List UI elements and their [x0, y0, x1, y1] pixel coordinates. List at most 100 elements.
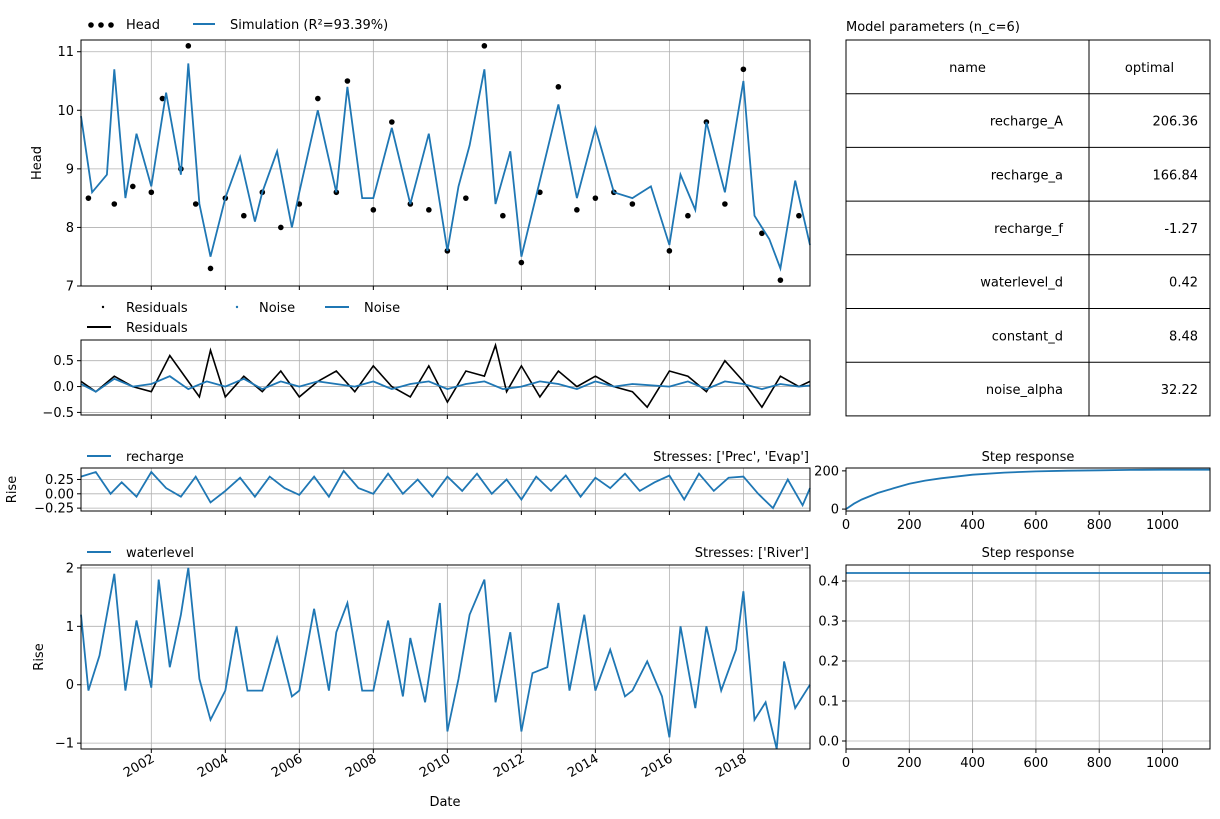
legend-residuals-marker [101, 305, 105, 309]
x-tick-label: 400 [960, 756, 985, 771]
y-tick-label: 0 [66, 678, 74, 693]
table-header-optimal: optimal [1125, 61, 1174, 76]
data-point [777, 277, 784, 283]
legend-waterlevel-label: waterlevel [126, 546, 194, 561]
data-point [500, 212, 506, 219]
x-tick-label: 0 [842, 518, 850, 533]
x-tick-label: 2004 [195, 751, 231, 781]
data-point [592, 195, 599, 201]
data-point [130, 183, 136, 190]
axes-frame [845, 467, 1211, 512]
legend-simulation-label: Simulation (R²=93.39%) [230, 18, 388, 33]
series-line-simulation [80, 63, 811, 272]
data-point [685, 212, 691, 219]
x-tick-label: 0 [842, 756, 850, 771]
data-point [629, 201, 636, 207]
x-tick-label: 800 [1087, 518, 1112, 533]
y-tick-label: 10 [57, 104, 74, 119]
legend-noise-points-label: Noise [259, 301, 295, 316]
table-cell-optimal: 32.22 [1161, 383, 1198, 398]
axes-frame [80, 564, 811, 750]
waterlevel-step-panel: 0.0 0.1 0.2 0.3 0.4 0 200 400 600 800 1000 [818, 564, 1211, 771]
data-point [481, 43, 488, 49]
y-tick-label: 0.25 [45, 473, 74, 488]
x-tick-label: 800 [1087, 756, 1112, 771]
data-point [426, 207, 432, 213]
residuals-legend: Residuals Noise Noise Residuals [87, 301, 400, 336]
data-point [148, 189, 155, 196]
data-point [722, 201, 728, 207]
x-tick-label: 2016 [639, 751, 675, 781]
legend-head-label: Head [126, 18, 160, 33]
data-point [85, 195, 92, 201]
table-cell-name: waterlevel_d [980, 276, 1063, 291]
y-tick-label: 0.1 [818, 695, 839, 710]
y-tick-label: −1 [55, 737, 74, 752]
recharge-step-panel: 0 200 0 200 400 600 800 1000 [814, 464, 1211, 533]
x-tick-label: 2008 [343, 751, 379, 781]
table-cell-name: recharge_f [994, 222, 1063, 237]
recharge-panel: −0.250.000.25 Rise [5, 467, 811, 517]
x-tick-label: 400 [960, 518, 985, 533]
series-line-noise [80, 375, 811, 393]
table-header-name: name [949, 61, 986, 76]
y-axis-label: Rise [5, 476, 20, 503]
y-tick-label: 1 [66, 620, 74, 635]
x-tick-label: 2006 [269, 751, 305, 781]
recharge-stresses-annotation: Stresses: ['Prec', 'Evap'] [653, 450, 809, 465]
recharge-step-title: Step response [982, 450, 1075, 465]
y-tick-label: 0.4 [818, 575, 839, 590]
series-line-step [845, 468, 1210, 510]
table-cell-name: recharge_a [991, 168, 1063, 183]
data-point [370, 207, 377, 213]
data-point [796, 212, 802, 219]
x-tick-label: 2014 [565, 751, 601, 781]
axes-frame [80, 339, 811, 416]
legend-noise-marker [235, 305, 239, 309]
table-cell-optimal: 0.42 [1169, 276, 1198, 291]
data-point [537, 189, 543, 196]
legend-noise-line-label: Noise [364, 301, 400, 316]
y-tick-label: −0.5 [42, 406, 74, 421]
x-tick-label: 2018 [713, 751, 749, 781]
x-tick-label: 1000 [1146, 518, 1179, 533]
y-tick-label: 0.00 [45, 487, 74, 502]
data-point [666, 248, 673, 254]
x-tick-label: 600 [1023, 756, 1048, 771]
axes-frame [80, 39, 811, 287]
x-tick-label: 2012 [491, 751, 527, 781]
series-line-recharge [80, 469, 811, 510]
data-point [241, 212, 247, 219]
y-tick-label: 8 [66, 221, 74, 236]
y-tick-label: 7 [66, 280, 74, 295]
y-tick-label: 0 [831, 503, 839, 518]
data-point [207, 265, 214, 272]
data-point [555, 84, 562, 90]
y-tick-label: 0.0 [53, 380, 74, 395]
data-point [759, 230, 765, 237]
residuals-panel: −0.5 0.0 0.5 [42, 339, 811, 421]
x-tick-label: 200 [897, 756, 922, 771]
data-point [192, 201, 199, 207]
table-frame [845, 39, 1211, 417]
data-point [159, 95, 166, 102]
parameters-table: name optimal recharge_A 206.36 recharge_a 166… [845, 39, 1211, 417]
x-tick-label: 2002 [121, 751, 157, 781]
axes-frame [845, 564, 1211, 750]
table-cell-name: recharge_A [990, 115, 1063, 130]
y-tick-label: 11 [57, 45, 74, 60]
table-cell-optimal: -1.27 [1164, 222, 1198, 237]
table-cell-optimal: 8.48 [1169, 329, 1198, 344]
data-point [740, 66, 747, 73]
data-point [278, 224, 284, 231]
y-tick-label: 0.0 [818, 735, 839, 750]
legend-recharge-label: recharge [126, 450, 184, 465]
axes-frame [80, 467, 811, 512]
head-panel: 7 8 9 10 11 Head [30, 39, 811, 295]
waterlevel-panel: −1 0 1 2 2002 2004 2006 2008 2010 2012 2014 2016 201… [32, 561, 811, 781]
x-tick-label: 600 [1023, 518, 1048, 533]
data-point [389, 119, 395, 125]
data-point [574, 207, 580, 213]
legend-residuals-line-label: Residuals [126, 321, 188, 336]
